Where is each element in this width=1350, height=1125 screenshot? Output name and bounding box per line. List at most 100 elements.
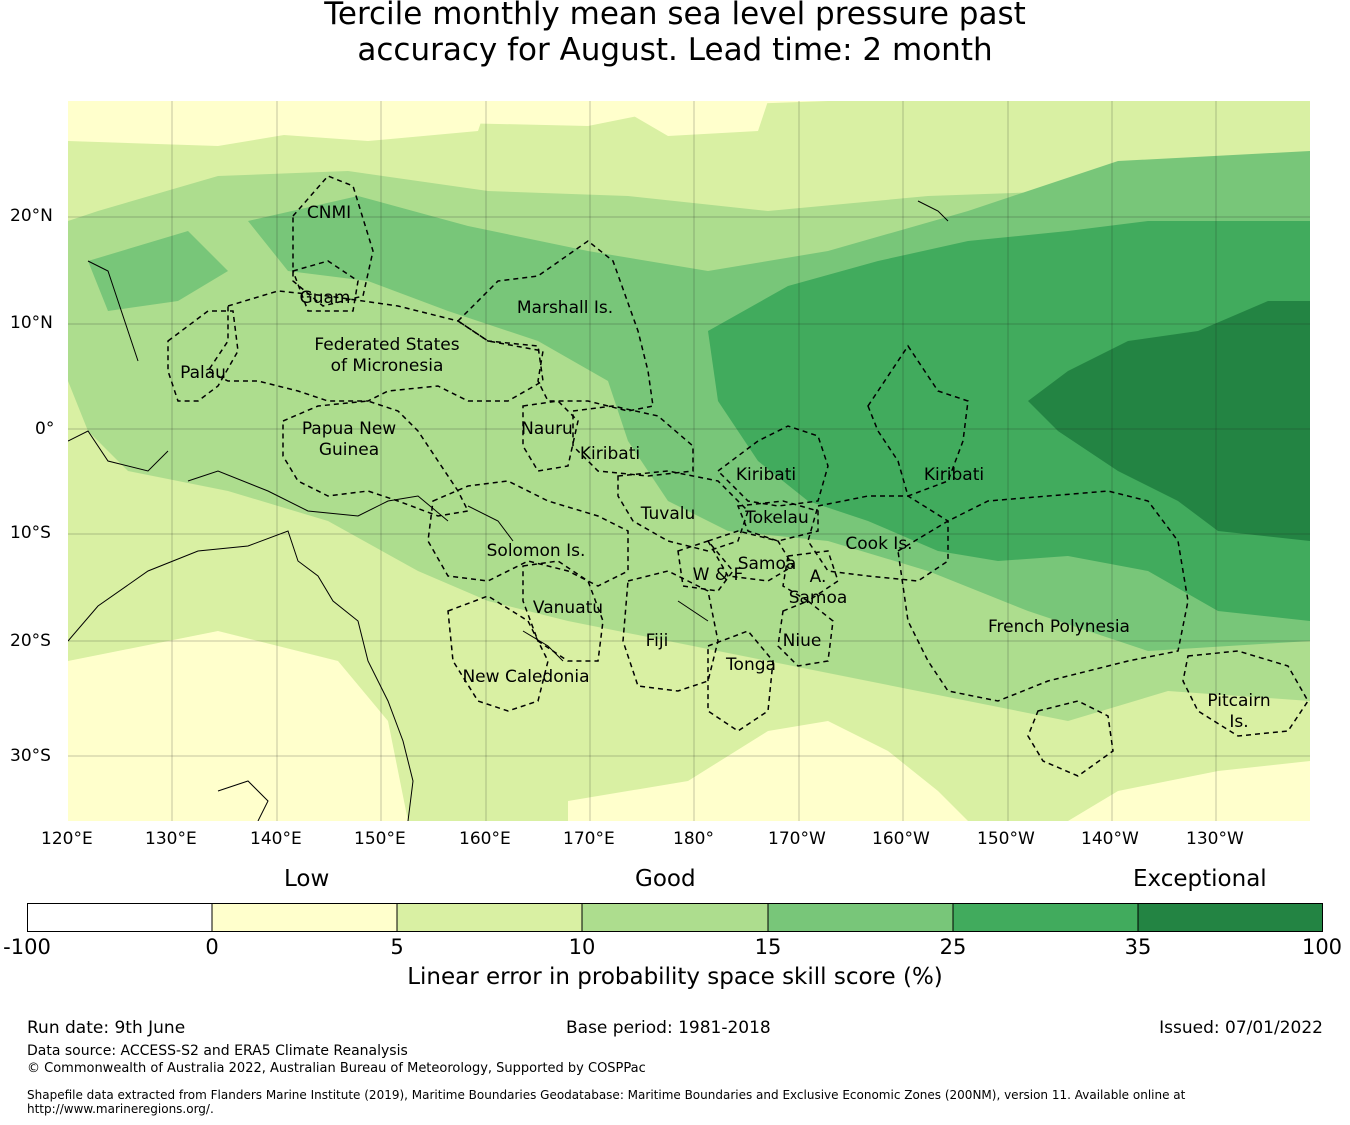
lat-label: 20°N — [10, 206, 53, 226]
eez-cnmi — [292, 175, 374, 307]
skill-band-25-35 — [708, 221, 1310, 621]
lon-label: 160°E — [459, 829, 511, 849]
colorbar-tick: 100 — [1301, 935, 1343, 959]
graticule — [68, 101, 1310, 821]
label-frpoly: French Polynesia — [988, 617, 1130, 637]
lon-label: 160°W — [872, 829, 930, 849]
label-fsm-1: Federated States — [314, 335, 459, 355]
issued-date: Issued: 07/01/2022 — [1159, 1018, 1323, 1038]
eez-guam — [292, 260, 359, 312]
category-exceptional: Exceptional — [1133, 866, 1267, 892]
coastlines — [68, 200, 949, 821]
label-asamoa-2: Samoa — [789, 588, 848, 608]
eez-vanuatu — [522, 560, 604, 662]
label-pitcairn-2: Is. — [1229, 712, 1248, 732]
colorbar-segment — [1138, 903, 1323, 932]
eez-niue — [777, 600, 834, 667]
run-date: Run date: 9th June — [27, 1018, 186, 1038]
label-wf: W & F — [693, 565, 744, 585]
lon-label: 170°E — [563, 829, 615, 849]
eez-kiribati-w — [572, 405, 694, 477]
label-fiji: Fiji — [646, 631, 669, 651]
colorbar-segment — [212, 903, 397, 932]
skill-band-0-5-south — [68, 631, 1310, 821]
label-cnmi: CNMI — [307, 203, 351, 223]
label-png-2: Guinea — [319, 440, 379, 460]
lon-label: 170°W — [768, 829, 826, 849]
colorbar-tick: 25 — [939, 935, 967, 959]
colorbar-tick: 15 — [754, 935, 782, 959]
eez-pitcairn — [1182, 650, 1309, 737]
colorbar-label: Linear error in probability space skill … — [407, 964, 943, 990]
title-line-2: accuracy for August. Lead time: 2 month — [357, 32, 993, 68]
colorbar-segment — [582, 903, 768, 932]
lat-label: 20°S — [10, 631, 51, 651]
chart-title: Tercile monthly mean sea level pressure … — [0, 0, 1350, 68]
category-low: Low — [284, 866, 330, 892]
label-asamoa-1: A. — [810, 567, 827, 587]
eez-kiribati-e — [867, 344, 969, 497]
eez-kiribati-c — [716, 425, 829, 507]
colorbar-tick: 35 — [1124, 935, 1152, 959]
label-niue: Niue — [783, 631, 822, 651]
copyright: © Commonwealth of Australia 2022, Austra… — [27, 1061, 646, 1076]
colorbar-segment — [953, 903, 1138, 932]
lon-label: 150°E — [354, 829, 406, 849]
eez-wf — [677, 540, 734, 592]
colorbar-tick: 10 — [568, 935, 596, 959]
colorbar-segment — [397, 903, 582, 932]
label-fsm-2: of Micronesia — [331, 356, 444, 376]
eez-pitcairn-ext — [1027, 700, 1114, 777]
colorbar-segment — [27, 903, 212, 932]
lon-label: 120°E — [41, 829, 93, 849]
eez-tuvalu — [617, 470, 749, 552]
lon-label: 150°W — [977, 829, 1035, 849]
label-kiribati-c: Kiribati — [736, 465, 796, 485]
eez-frpoly — [897, 490, 1189, 702]
eez-palau — [167, 310, 239, 402]
skill-band-35-100 — [1028, 301, 1310, 541]
label-nauru: Nauru — [521, 419, 573, 439]
eez-samoa — [706, 530, 795, 582]
label-kiribati-w: Kiribati — [580, 444, 640, 464]
eez-nauru — [522, 400, 579, 472]
eez-fsm — [206, 290, 544, 402]
eez-boundaries — [167, 175, 1309, 777]
data-source: Data source: ACCESS-S2 and ERA5 Climate … — [27, 1043, 408, 1059]
label-kiribati-e: Kiribati — [924, 465, 984, 485]
lon-label: 130°E — [145, 829, 197, 849]
eez-solomon — [427, 480, 629, 587]
eez-marshall — [456, 240, 654, 412]
lon-label: 130°W — [1186, 829, 1244, 849]
colorbar-tick: 0 — [205, 935, 219, 959]
colorbar — [27, 903, 1323, 932]
lat-label: 10°N — [10, 313, 53, 333]
shapefile-url: http://www.marineregions.org/. — [27, 1102, 214, 1116]
colorbar-tick: -100 — [3, 935, 51, 959]
label-guam: Guam — [300, 288, 351, 308]
label-pitcairn-1: Pitcairn — [1207, 691, 1270, 711]
skill-band-0-5-north — [68, 101, 768, 141]
label-vanuatu: Vanuatu — [533, 598, 603, 618]
lat-label: 0° — [35, 419, 55, 439]
label-tuvalu: Tuvalu — [640, 504, 696, 524]
label-palau: Palau — [180, 363, 226, 383]
label-newcal: New Caledonia — [462, 667, 589, 687]
label-solomon: Solomon Is. — [487, 541, 586, 561]
lon-label: 180° — [673, 829, 714, 849]
label-marshall: Marshall Is. — [517, 298, 613, 318]
eez-newcal — [447, 595, 549, 712]
base-period: Base period: 1981-2018 — [566, 1018, 771, 1038]
label-cook: Cook Is. — [845, 534, 912, 554]
label-tonga: Tonga — [725, 655, 776, 675]
lon-label: 140°W — [1081, 829, 1139, 849]
eez-fiji — [622, 570, 719, 692]
lat-label: 30°S — [10, 746, 51, 766]
label-png-1: Papua New — [302, 419, 396, 439]
shapefile-credit: Shapefile data extracted from Flanders M… — [27, 1088, 1186, 1102]
label-samoa: Samoa — [738, 554, 797, 574]
colorbar-segment — [768, 903, 953, 932]
colorbar-tick: 5 — [390, 935, 404, 959]
title-line-1: Tercile monthly mean sea level pressure … — [324, 0, 1026, 32]
lon-label: 140°E — [250, 829, 302, 849]
